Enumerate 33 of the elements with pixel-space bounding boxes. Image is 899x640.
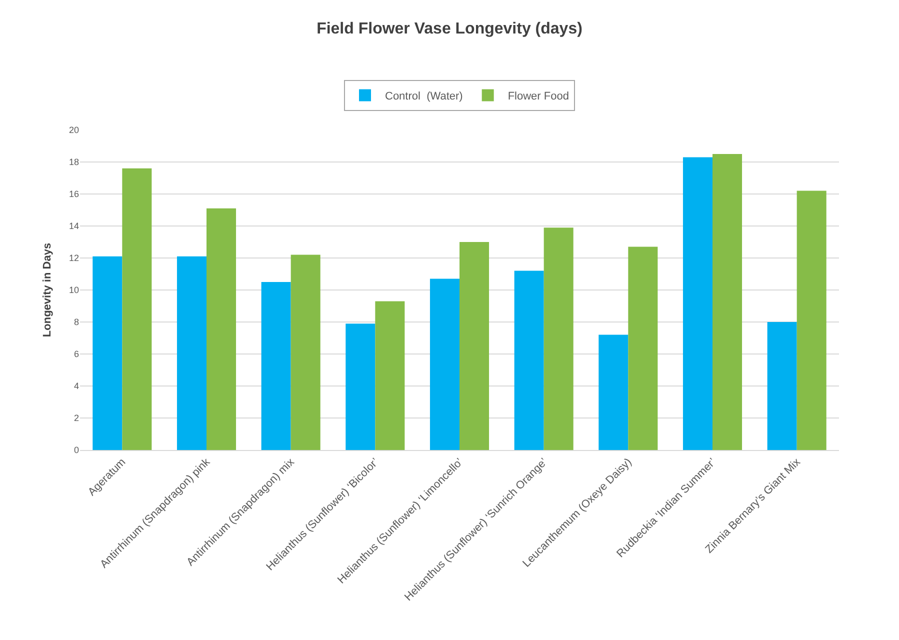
bar bbox=[544, 228, 574, 450]
bar bbox=[598, 334, 628, 450]
y-tick-label: 4 bbox=[74, 381, 79, 392]
bar bbox=[796, 190, 826, 450]
y-tick-label: 2 bbox=[74, 413, 79, 424]
y-axis-title: Longevity in Days bbox=[42, 242, 54, 338]
bar bbox=[375, 301, 405, 450]
bar bbox=[92, 256, 122, 450]
legend-label: Control (Water) bbox=[385, 90, 463, 103]
bar bbox=[290, 254, 320, 450]
y-tick-label: 20 bbox=[68, 125, 79, 136]
y-tick-label: 12 bbox=[68, 253, 79, 264]
legend-label: Flower Food bbox=[508, 90, 569, 103]
bar bbox=[206, 208, 236, 450]
bar bbox=[261, 282, 291, 450]
bar bbox=[430, 278, 460, 450]
bar bbox=[514, 270, 544, 450]
y-tick-label: 14 bbox=[68, 221, 79, 232]
bar bbox=[712, 154, 742, 450]
bar bbox=[346, 324, 376, 450]
bar bbox=[682, 157, 712, 450]
chart-title: Field Flower Vase Longevity (days) bbox=[316, 20, 582, 38]
y-tick-label: 0 bbox=[74, 445, 79, 456]
bar bbox=[176, 256, 206, 450]
y-tick-label: 18 bbox=[68, 157, 79, 168]
bar bbox=[460, 242, 490, 450]
bar bbox=[767, 322, 797, 450]
y-tick-label: 8 bbox=[74, 317, 79, 328]
bar bbox=[628, 246, 658, 450]
y-tick-label: 16 bbox=[68, 189, 79, 200]
y-tick-label: 6 bbox=[74, 349, 79, 360]
bar bbox=[122, 168, 152, 450]
y-tick-label: 10 bbox=[68, 285, 79, 296]
